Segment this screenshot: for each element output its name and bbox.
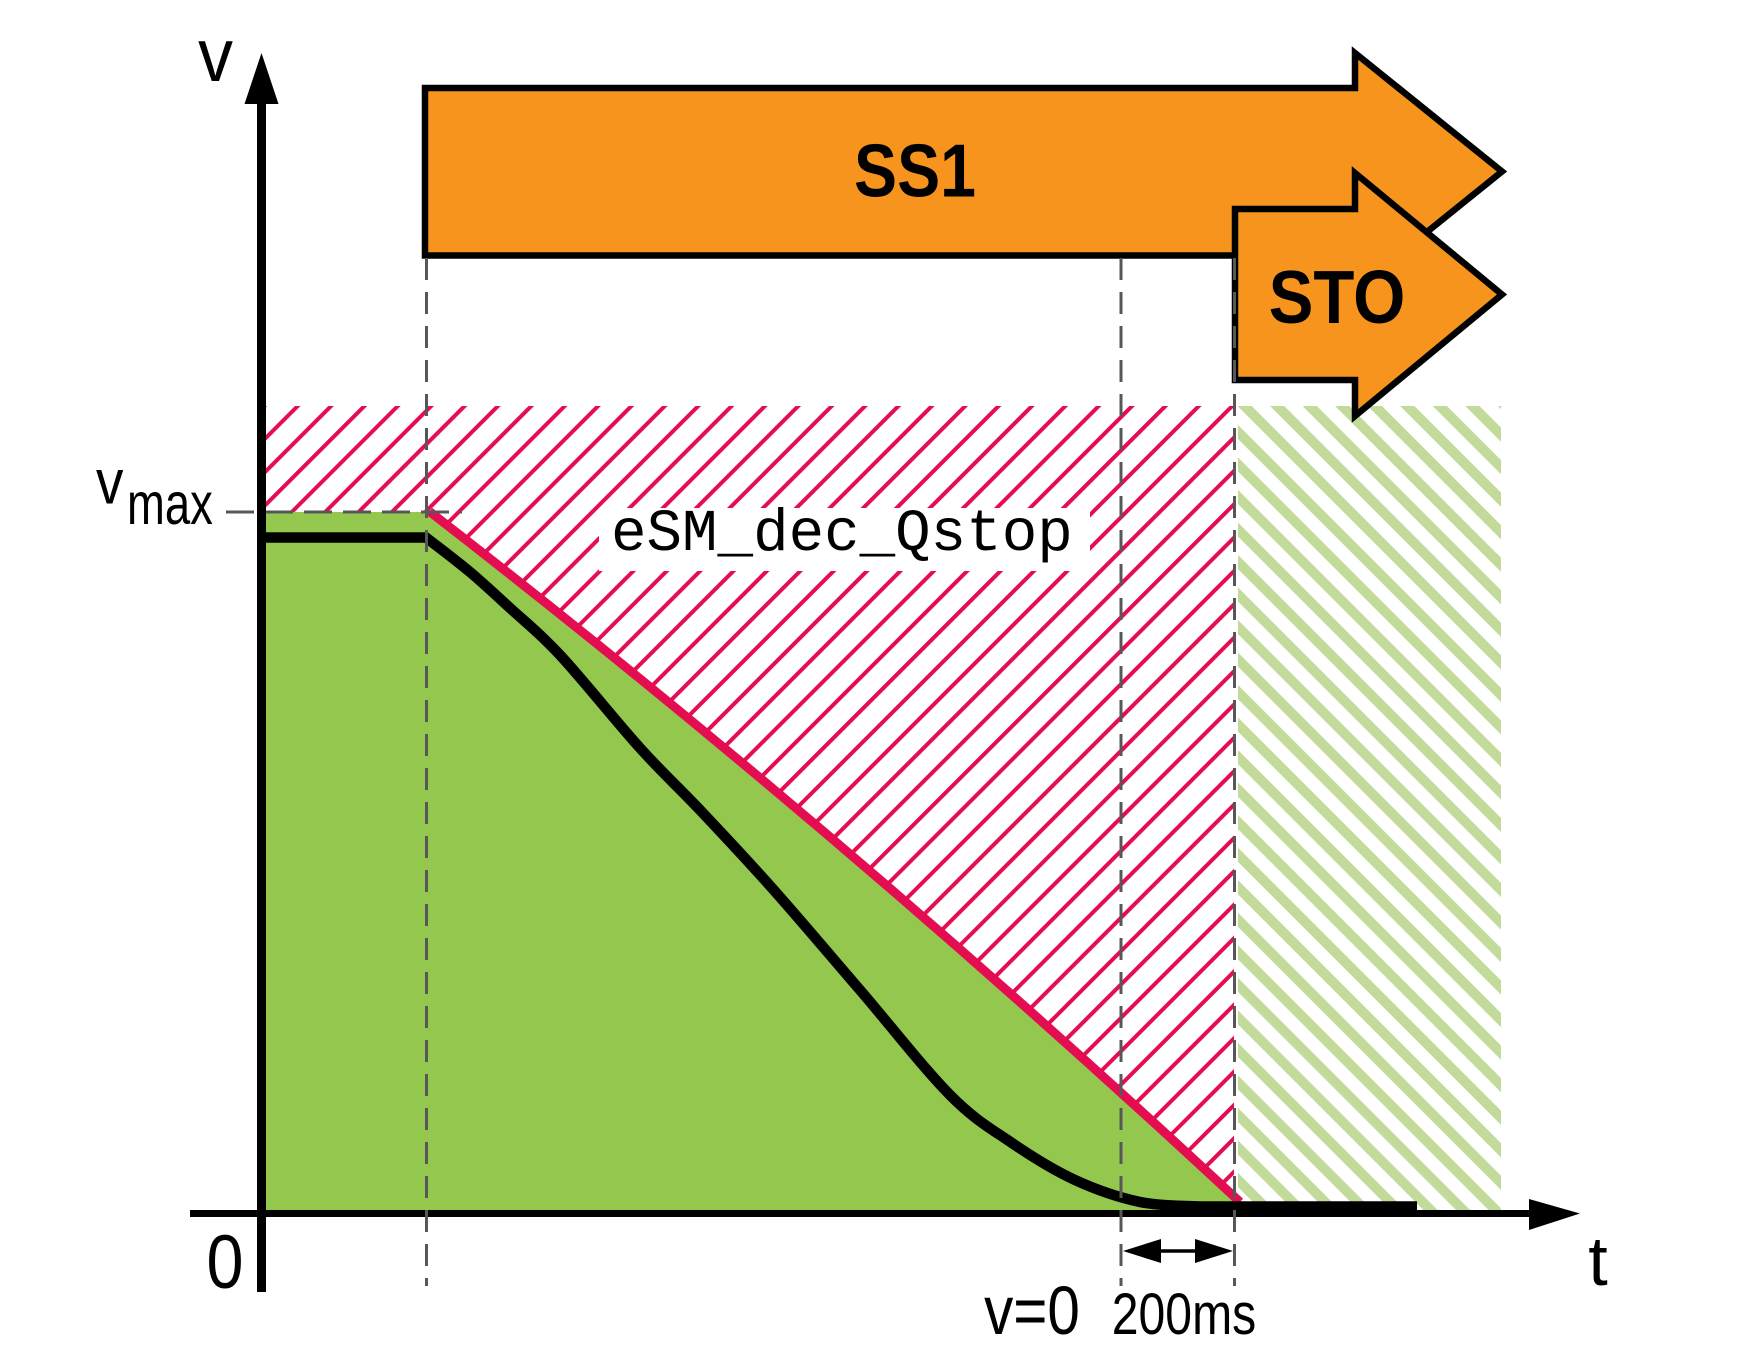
- svg-text:v=0: v=0: [984, 1273, 1080, 1349]
- svg-text:200ms: 200ms: [1112, 1282, 1256, 1348]
- svg-text:eSM_dec_Qstop: eSM_dec_Qstop: [611, 501, 1073, 568]
- svg-text:STO: STO: [1269, 257, 1406, 340]
- svg-text:max: max: [127, 471, 213, 537]
- svg-text:t: t: [1588, 1222, 1607, 1300]
- svg-text:0: 0: [207, 1220, 244, 1305]
- svg-text:v: v: [198, 14, 233, 98]
- svg-text:SS1: SS1: [854, 129, 976, 213]
- svg-text:v: v: [96, 447, 124, 517]
